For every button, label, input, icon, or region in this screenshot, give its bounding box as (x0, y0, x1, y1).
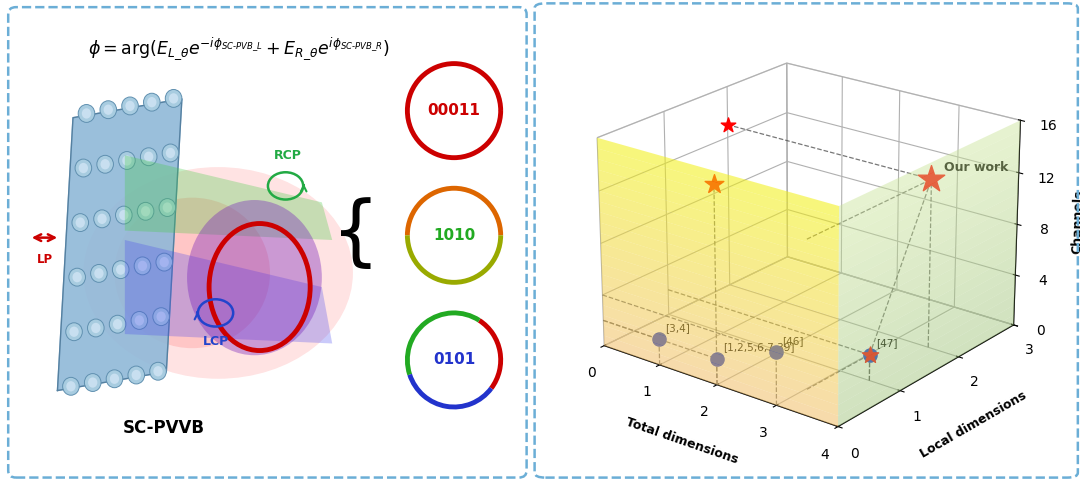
Ellipse shape (69, 268, 85, 286)
Text: LCP: LCP (202, 335, 229, 348)
Ellipse shape (76, 217, 85, 228)
Text: 1010: 1010 (433, 228, 475, 243)
Ellipse shape (87, 319, 104, 337)
Ellipse shape (97, 214, 107, 224)
Ellipse shape (104, 105, 113, 115)
Polygon shape (57, 99, 181, 391)
Ellipse shape (163, 203, 172, 213)
Ellipse shape (112, 261, 129, 278)
Ellipse shape (122, 97, 138, 115)
Ellipse shape (76, 159, 92, 177)
Polygon shape (125, 240, 333, 344)
Ellipse shape (156, 253, 173, 271)
Ellipse shape (127, 366, 145, 384)
Ellipse shape (122, 156, 132, 166)
Ellipse shape (144, 93, 160, 111)
Ellipse shape (116, 264, 125, 275)
Text: 00011: 00011 (428, 103, 481, 118)
Ellipse shape (165, 89, 181, 108)
Ellipse shape (134, 257, 151, 275)
Ellipse shape (94, 268, 104, 278)
Ellipse shape (66, 323, 82, 341)
Ellipse shape (66, 381, 76, 392)
Ellipse shape (94, 210, 110, 228)
Ellipse shape (160, 257, 168, 267)
Ellipse shape (72, 272, 82, 282)
Ellipse shape (147, 97, 157, 108)
Ellipse shape (162, 144, 179, 162)
Ellipse shape (140, 206, 150, 216)
Ellipse shape (91, 323, 100, 333)
Text: $\}$: $\}$ (340, 193, 381, 268)
Ellipse shape (114, 198, 270, 348)
Text: RCP: RCP (274, 149, 302, 162)
Ellipse shape (153, 366, 163, 376)
Text: SC-PVVB: SC-PVVB (123, 419, 205, 437)
Ellipse shape (69, 326, 79, 337)
Ellipse shape (113, 319, 122, 329)
Ellipse shape (157, 312, 166, 322)
Ellipse shape (119, 210, 129, 220)
Y-axis label: Local dimensions: Local dimensions (918, 389, 1029, 461)
Ellipse shape (135, 315, 144, 325)
Ellipse shape (116, 206, 132, 224)
Ellipse shape (131, 312, 148, 329)
Text: 0101: 0101 (433, 352, 475, 368)
Text: LP: LP (37, 253, 53, 266)
FancyBboxPatch shape (9, 7, 527, 478)
Ellipse shape (168, 93, 178, 104)
Ellipse shape (100, 159, 110, 169)
Ellipse shape (119, 152, 135, 169)
Ellipse shape (132, 370, 140, 380)
Ellipse shape (150, 362, 166, 380)
Ellipse shape (109, 315, 126, 333)
Ellipse shape (79, 163, 89, 173)
Ellipse shape (100, 101, 117, 119)
Ellipse shape (89, 377, 97, 388)
Ellipse shape (63, 377, 79, 395)
Ellipse shape (140, 148, 157, 166)
Ellipse shape (138, 261, 147, 271)
Ellipse shape (110, 373, 119, 384)
Ellipse shape (84, 373, 102, 392)
Ellipse shape (137, 203, 153, 220)
Ellipse shape (106, 370, 123, 388)
Ellipse shape (159, 199, 176, 216)
Ellipse shape (187, 200, 322, 355)
Ellipse shape (153, 308, 170, 325)
Polygon shape (125, 156, 333, 240)
Ellipse shape (144, 152, 153, 162)
Ellipse shape (97, 156, 113, 173)
Ellipse shape (91, 264, 107, 282)
Text: $\phi = \mathrm{arg}(E_{L\_\theta}e^{-i\phi_{SC\text{-}PVB\_L}} + E_{R\_\theta}e: $\phi = \mathrm{arg}(E_{L\_\theta}e^{-i\… (89, 36, 390, 62)
Ellipse shape (78, 105, 95, 122)
Ellipse shape (82, 108, 91, 119)
Ellipse shape (83, 167, 353, 379)
Ellipse shape (72, 214, 89, 231)
Ellipse shape (125, 101, 135, 111)
Ellipse shape (166, 148, 175, 158)
X-axis label: Total dimensions: Total dimensions (624, 415, 740, 466)
